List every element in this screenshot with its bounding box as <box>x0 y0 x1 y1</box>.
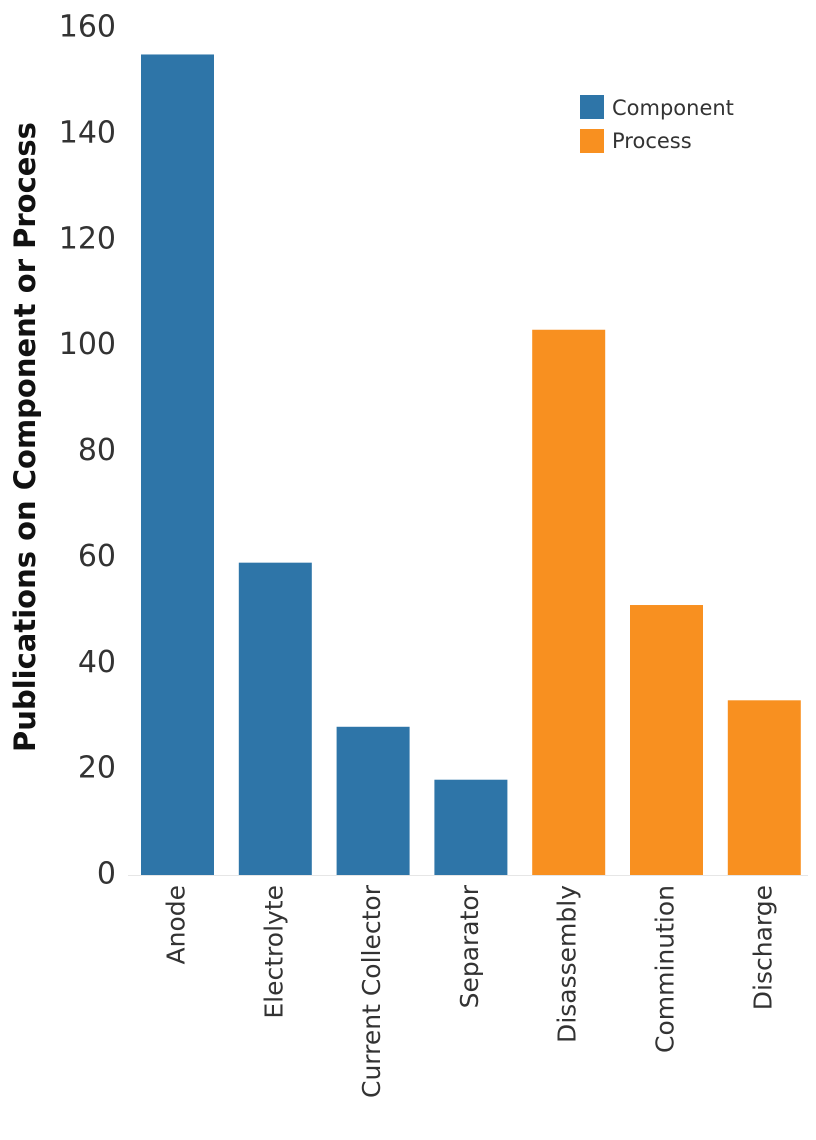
x-tick-label: Discharge <box>748 885 777 1010</box>
y-tick-label: 40 <box>78 645 116 680</box>
bar-comminution <box>630 605 703 875</box>
y-tick-label: 80 <box>78 433 116 468</box>
x-tick-label: Current Collector <box>357 884 386 1098</box>
y-tick-label: 100 <box>59 327 116 362</box>
legend: Component Process <box>580 95 734 153</box>
legend-swatch-process <box>580 129 604 153</box>
bar-electrolyte <box>238 562 312 875</box>
bar-discharge <box>727 700 801 875</box>
bar-current-collector <box>336 726 410 875</box>
x-tick-label: Disassembly <box>553 885 582 1043</box>
legend-label-component: Component <box>612 96 734 120</box>
bar-series <box>141 54 801 875</box>
x-tick-label: Anode <box>162 885 191 965</box>
x-tick-label: Separator <box>455 884 484 1008</box>
y-tick-label: 0 <box>97 857 116 892</box>
y-tick-label: 160 <box>59 10 116 45</box>
bar-disassembly <box>532 329 606 875</box>
legend-swatch-component <box>580 95 604 119</box>
y-tick-label: 120 <box>59 221 116 256</box>
x-axis-ticks: Anode Electrolyte Current Collector Separat… <box>162 884 778 1098</box>
y-tick-label: 20 <box>78 751 116 786</box>
bar-separator <box>434 779 508 875</box>
legend-label-process: Process <box>612 129 692 153</box>
x-tick-label: Electrolyte <box>259 885 288 1019</box>
bar-anode <box>141 54 214 875</box>
y-tick-label: 60 <box>78 539 116 574</box>
y-axis-title: Publications on Component or Process <box>8 122 42 752</box>
y-axis-ticks: 0 20 40 60 80 100 120 140 160 <box>59 10 116 892</box>
x-tick-label: Comminution <box>651 885 680 1053</box>
y-tick-label: 140 <box>59 115 116 150</box>
